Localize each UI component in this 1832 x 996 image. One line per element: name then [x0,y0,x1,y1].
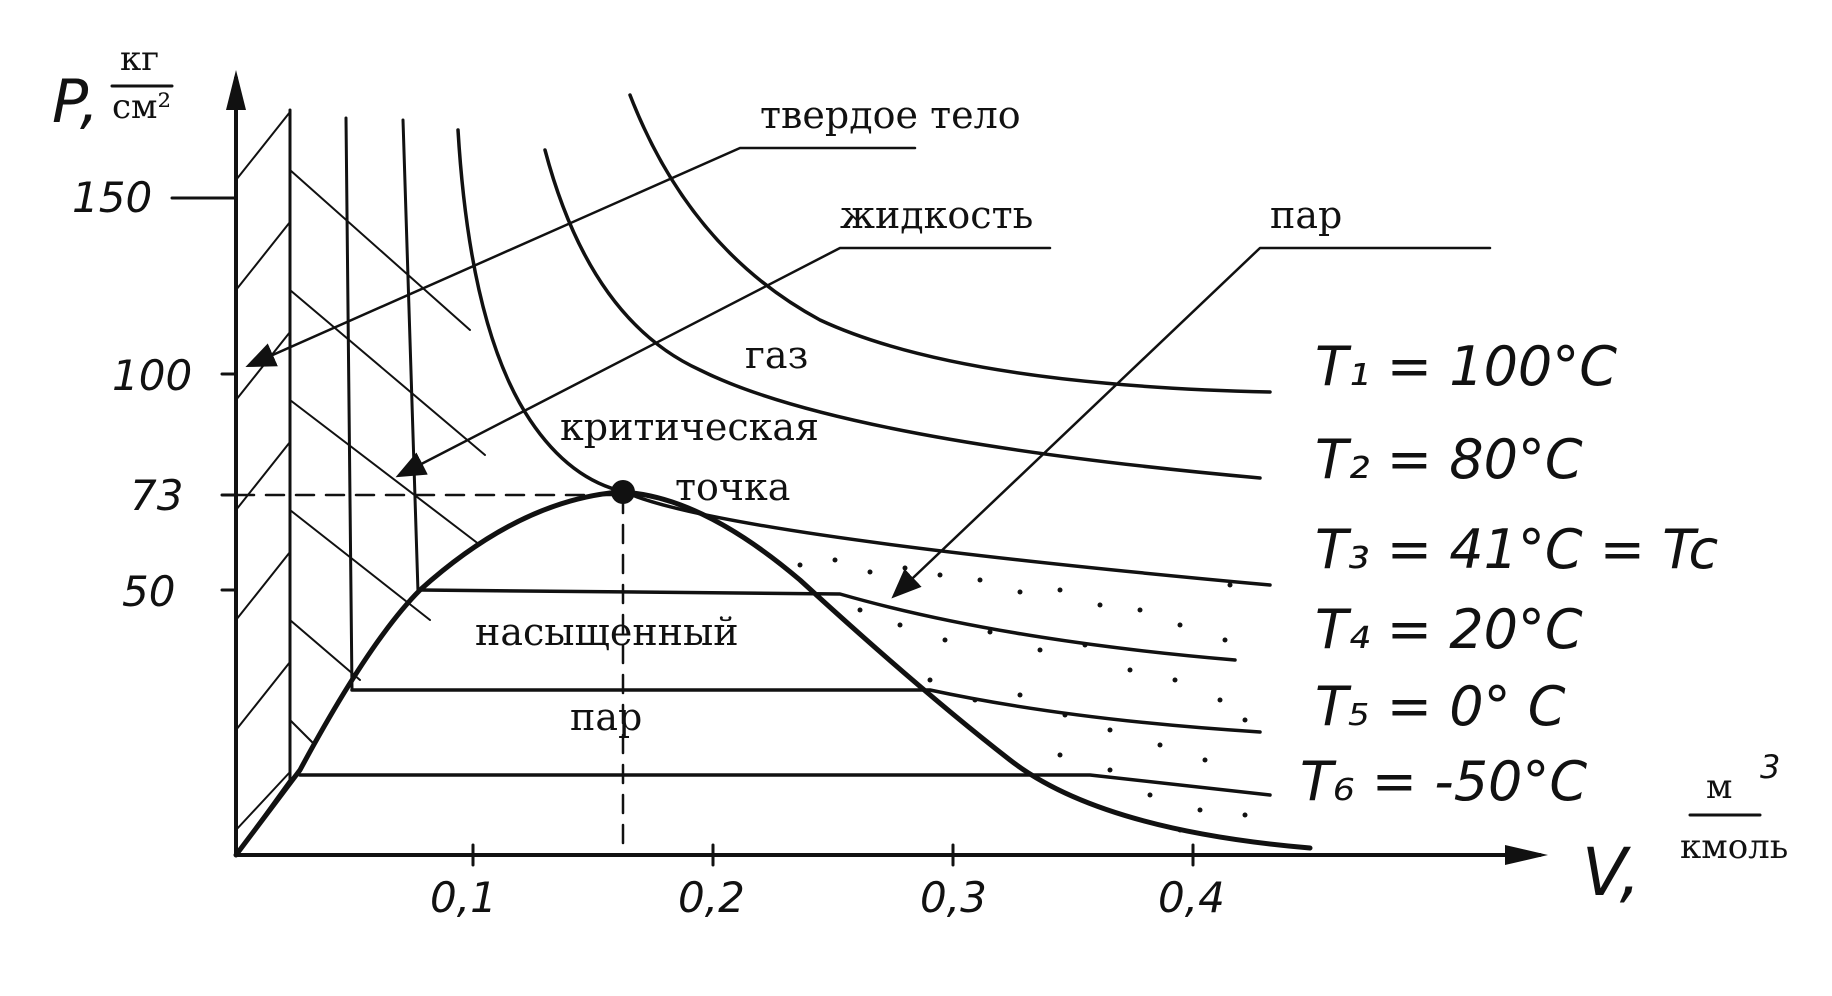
y-axis-label: P, [52,67,99,137]
x-axis-unit-den: кмоль [1680,827,1788,867]
y-tick-100: 100 [112,351,192,400]
solid-leader [245,146,917,368]
label-liquid: жидкость [840,193,1033,237]
liquid-region [288,116,486,782]
saturation-dome [233,489,1313,858]
x-tick-01: 0,1 [430,873,497,922]
y-axis-unit-den: см² [112,87,171,127]
isotherm-t4 [418,588,1237,662]
axes [170,70,1548,867]
solid-region [234,108,292,857]
critical-point-marker [611,480,635,504]
label-vapor: пар [1270,193,1342,237]
x-axis-unit-exp: 3 [1760,748,1780,786]
x-axis-label: V, [1582,834,1641,911]
isotherms [298,93,1272,797]
y-tick-150: 150 [72,173,152,222]
x-axis-arrow [1505,845,1548,865]
vapor-leader [891,246,1492,599]
y-tick-50: 50 [122,567,175,616]
isotherm-t3-critical [456,128,1272,587]
y-axis-unit-num: кг [120,39,159,79]
vapor-stipple [797,557,1248,833]
leader-lines [245,146,1492,599]
label-saturated-2: пар [570,695,642,739]
isotherm-t2 [543,148,1262,480]
legend-t2: T₂ = 80°C [1315,428,1583,491]
isotherm-t6 [298,773,1272,797]
isotherm-t5 [350,688,1262,734]
x-tick-03: 0,3 [920,873,987,922]
solid-boundary [234,108,292,857]
y-axis-arrow [226,70,246,110]
isotherm-t5-liquid-leg [344,116,354,692]
label-critical-2: точка [675,465,790,509]
label-saturated-1: насыщенный [475,610,739,654]
x-axis-unit-num: м [1706,767,1732,807]
label-critical-1: критическая [560,405,819,449]
liquid-leader [395,246,1052,478]
legend-t5: T₅ = 0° C [1315,675,1566,738]
x-tick-04: 0,4 [1158,873,1225,922]
legend-t3: T₃ = 41°C = Tc [1315,518,1718,581]
isotherm-t4-liquid-leg [401,118,420,594]
legend-t4: T₄ = 20°C [1315,598,1583,661]
x-tick-02: 0,2 [678,873,745,922]
legend-t1: T₁ = 100°C [1315,335,1617,398]
isotherm-t1 [628,93,1272,394]
legend-t6: T₆ = -50°C [1300,750,1587,813]
label-solid: твердое тело [760,93,1021,137]
y-tick-73: 73 [130,471,183,520]
label-gas: газ [745,333,808,377]
